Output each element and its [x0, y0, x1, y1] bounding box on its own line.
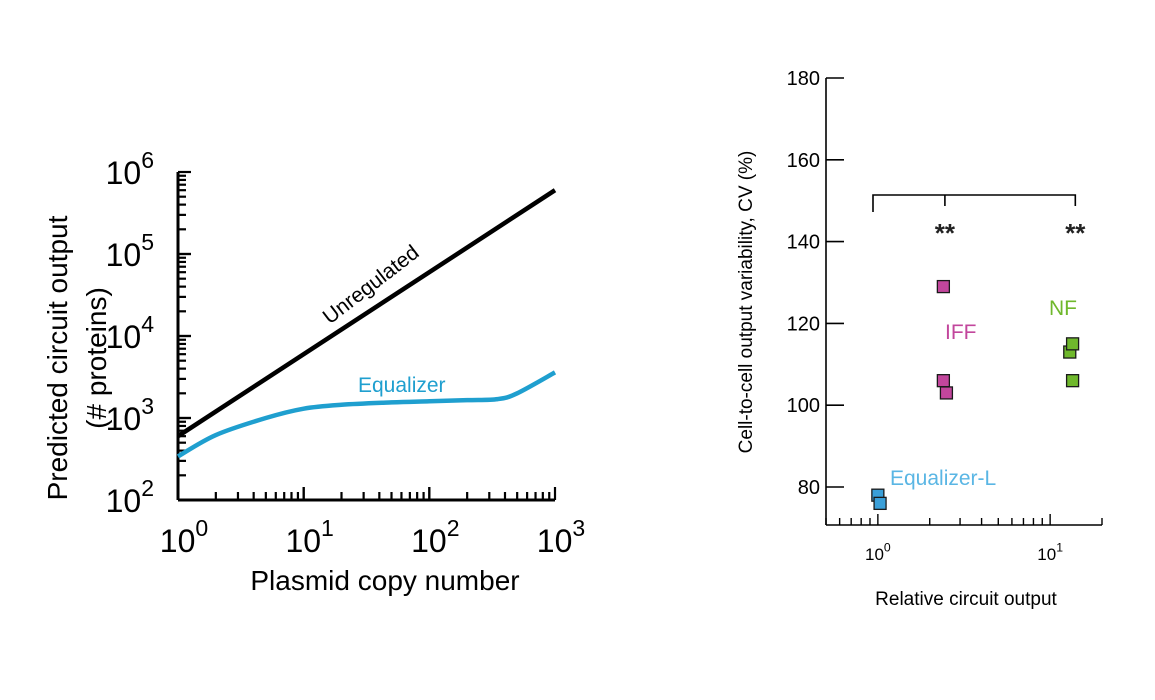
x-tick-label: 103: [537, 515, 585, 559]
data-point-iff: [939, 386, 954, 400]
y-tick-label: 100: [787, 395, 820, 417]
y-tick-label: 180: [787, 68, 820, 90]
group-label-iff: IFF: [945, 321, 977, 344]
x-tick-label: 100: [865, 541, 891, 565]
y-tick-label: 106: [106, 147, 154, 191]
x-tick-label: 101: [1037, 541, 1063, 565]
y-tick-label: 102: [106, 475, 154, 519]
significance-stars-nf: **: [1065, 218, 1086, 248]
x-tick-label: 102: [411, 515, 459, 559]
data-point-equalizer-l: [873, 496, 887, 511]
y-tick-label: 140: [787, 232, 820, 254]
y-tick-label: 120: [787, 313, 820, 335]
group-label-equalizer-l: Equalizer-L: [890, 467, 996, 490]
variability-chart: 80 100 120 140 160 180 100 101 ** ** IFF NF Equ…: [736, 68, 1103, 610]
left-tick-labels: 100 101 102 103 102 103 104 105 106: [106, 147, 586, 559]
data-point-nf: [1065, 374, 1080, 388]
left-x-axis-label: Plasmid copy number: [250, 565, 519, 596]
y-tick-label: 104: [106, 311, 155, 355]
significance-stars-iff: **: [935, 218, 956, 248]
data-point-nf: [1065, 337, 1080, 351]
left-y-axis-label-line2: (# proteins): [81, 287, 112, 429]
scatter-points: [871, 279, 1080, 511]
significance-bracket: [872, 194, 1077, 212]
x-tick-label: 101: [285, 515, 333, 559]
y-tick-label: 103: [106, 393, 154, 437]
left-axis-ticks: [176, 170, 557, 502]
y-tick-label: 80: [798, 477, 820, 499]
series-unregulated-line: [176, 188, 557, 439]
y-tick-label: 160: [787, 150, 820, 172]
data-point-iff: [936, 279, 951, 294]
series-equalizer-line: [176, 370, 557, 459]
right-y-axis-label: Cell-to-cell output variability, CV (%): [736, 151, 757, 454]
group-label-nf: NF: [1049, 297, 1077, 320]
series-label-equalizer: Equalizer: [358, 374, 446, 397]
left-series: [176, 188, 557, 459]
right-x-axis-label: Relative circuit output: [875, 589, 1057, 610]
right-tick-labels: 80 100 120 140 160 180 100 101: [787, 68, 1064, 564]
x-tick-label: 100: [160, 515, 208, 559]
data-point-iff: [936, 374, 951, 388]
bracket-line: [872, 194, 1077, 212]
y-tick-label: 105: [106, 229, 154, 273]
left-y-axis-label-line1: Predicted circuit output: [42, 215, 73, 500]
